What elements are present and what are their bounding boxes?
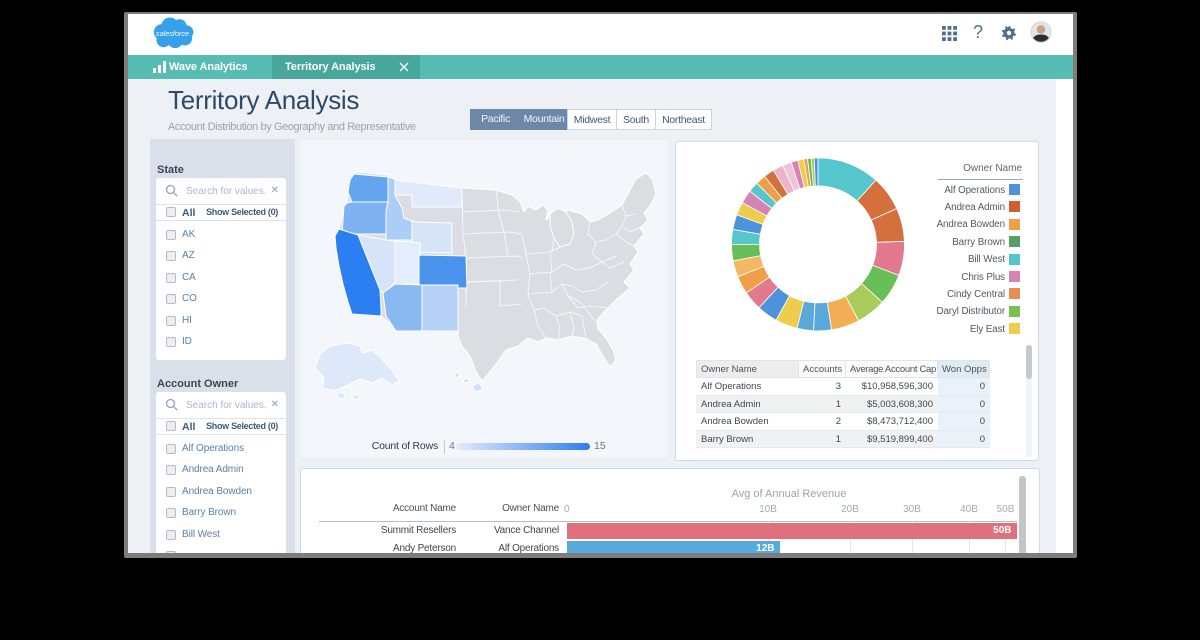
svg-text:salesforce: salesforce xyxy=(156,29,189,38)
